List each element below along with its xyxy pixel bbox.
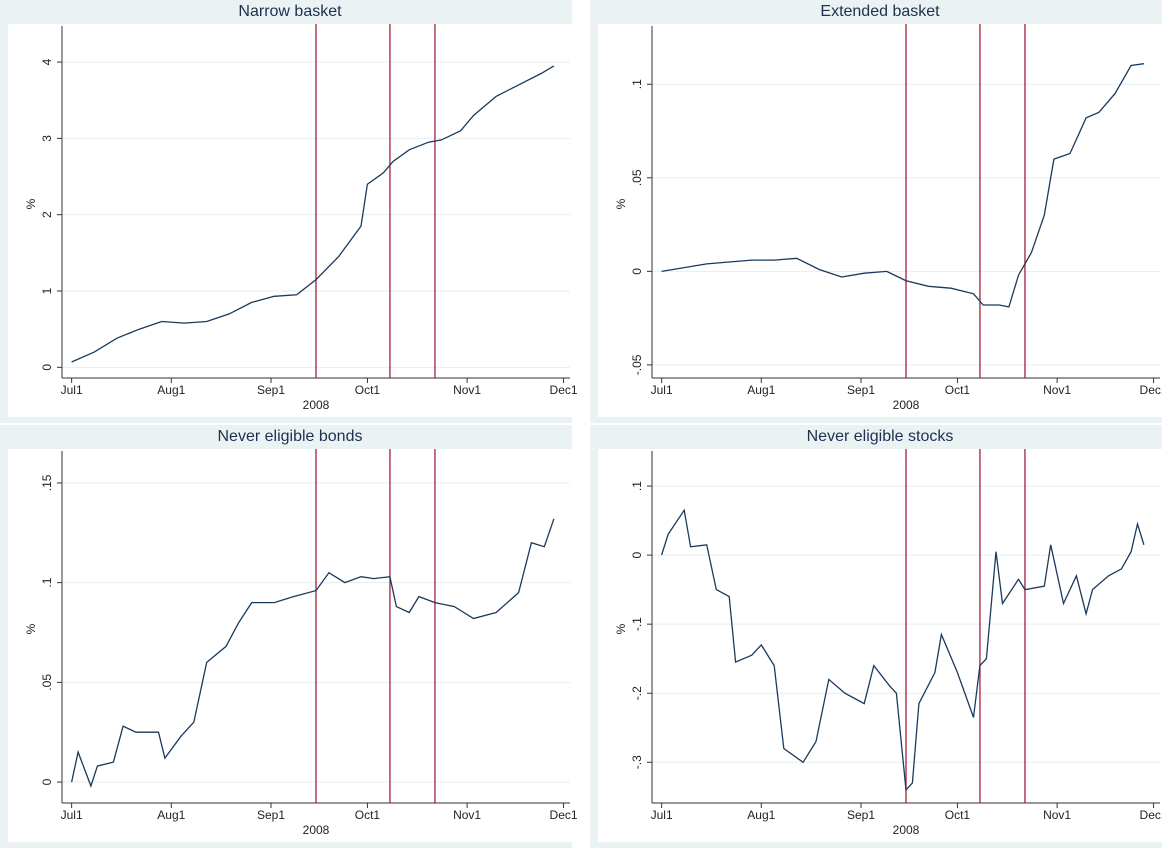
x-tick-label: Jul1	[651, 808, 673, 822]
x-axis-label: 2008	[303, 823, 330, 837]
y-tick-label: .1	[40, 577, 54, 587]
x-tick-label: Nov1	[1043, 383, 1071, 397]
x-tick-label: Oct1	[945, 808, 971, 822]
x-tick-label: Oct1	[355, 383, 381, 397]
y-axis-label: %	[614, 198, 628, 209]
x-tick-label: Aug1	[157, 383, 185, 397]
panel: Never eligible bonds 0 .05 .1 .15 Jul1 Aug1 Sep…	[0, 425, 578, 848]
x-tick-label: Nov1	[1043, 808, 1071, 822]
x-tick-label: Sep1	[257, 383, 285, 397]
y-tick-label: -.05	[630, 354, 644, 375]
y-tick-label: 0	[630, 268, 644, 275]
y-tick-label: .1	[630, 79, 644, 89]
x-tick-label: Nov1	[453, 383, 481, 397]
x-tick-label: Dec1	[1140, 383, 1162, 397]
y-tick-label: 0	[630, 551, 644, 558]
chart-title: Extended basket	[820, 3, 940, 20]
data-line	[71, 65, 555, 363]
panel: Extended basket -.05 0 .05 .1 Jul1 Aug1 Sep1 Oct…	[590, 0, 1162, 423]
data-line	[70, 518, 555, 788]
y-axis-label: %	[24, 623, 38, 634]
x-tick-label: Aug1	[747, 383, 775, 397]
y-tick-label: -.3	[630, 755, 644, 769]
x-tick-label: Jul1	[61, 808, 83, 822]
x-axis-label: 2008	[303, 398, 330, 412]
y-tick-label: -.1	[630, 617, 644, 631]
plot-background	[8, 449, 572, 842]
x-axis-label: 2008	[893, 398, 920, 412]
y-tick-label: 0	[40, 778, 54, 785]
chart-title: Never eligible bonds	[218, 428, 363, 445]
x-tick-label: Aug1	[747, 808, 775, 822]
x-tick-label: Dec1	[1140, 808, 1162, 822]
plot-background	[598, 24, 1162, 417]
panel: Narrow basket 0 1 2 3 4 Jul1 Aug1 Sep1 Oct1 Nov1 De…	[0, 0, 578, 423]
y-tick-label: -.2	[630, 686, 644, 700]
x-tick-label: Aug1	[157, 808, 185, 822]
y-axis-label: %	[614, 623, 628, 634]
plot-background	[8, 24, 572, 417]
y-tick-label: .15	[40, 474, 54, 491]
x-tick-label: Nov1	[453, 808, 481, 822]
x-axis-label: 2008	[893, 823, 920, 837]
y-tick-label: .05	[40, 674, 54, 691]
x-tick-label: Oct1	[355, 808, 381, 822]
y-tick-label: 1	[40, 287, 54, 294]
y-tick-label: 0	[40, 364, 54, 371]
chart-title: Never eligible stocks	[807, 428, 954, 445]
plot-background	[598, 449, 1162, 842]
y-axis-label: %	[24, 198, 38, 209]
data-line	[660, 508, 1145, 792]
chart-title: Narrow basket	[238, 3, 342, 20]
y-tick-label: .1	[630, 481, 644, 491]
y-tick-label: 2	[40, 211, 54, 218]
panel: Never eligible stocks -.3 -.2 -.1 0 .1 Jul1 Aug…	[590, 425, 1162, 848]
x-tick-label: Jul1	[61, 383, 83, 397]
x-tick-label: Dec1	[550, 808, 578, 822]
data-line	[661, 63, 1144, 308]
x-tick-label: Sep1	[847, 808, 875, 822]
y-tick-label: 3	[40, 135, 54, 142]
x-tick-label: Sep1	[257, 808, 285, 822]
y-tick-label: 4	[40, 58, 54, 65]
x-tick-label: Oct1	[945, 383, 971, 397]
x-tick-label: Dec1	[550, 383, 578, 397]
x-tick-label: Sep1	[847, 383, 875, 397]
x-tick-label: Jul1	[651, 383, 673, 397]
y-tick-label: .05	[630, 169, 644, 186]
